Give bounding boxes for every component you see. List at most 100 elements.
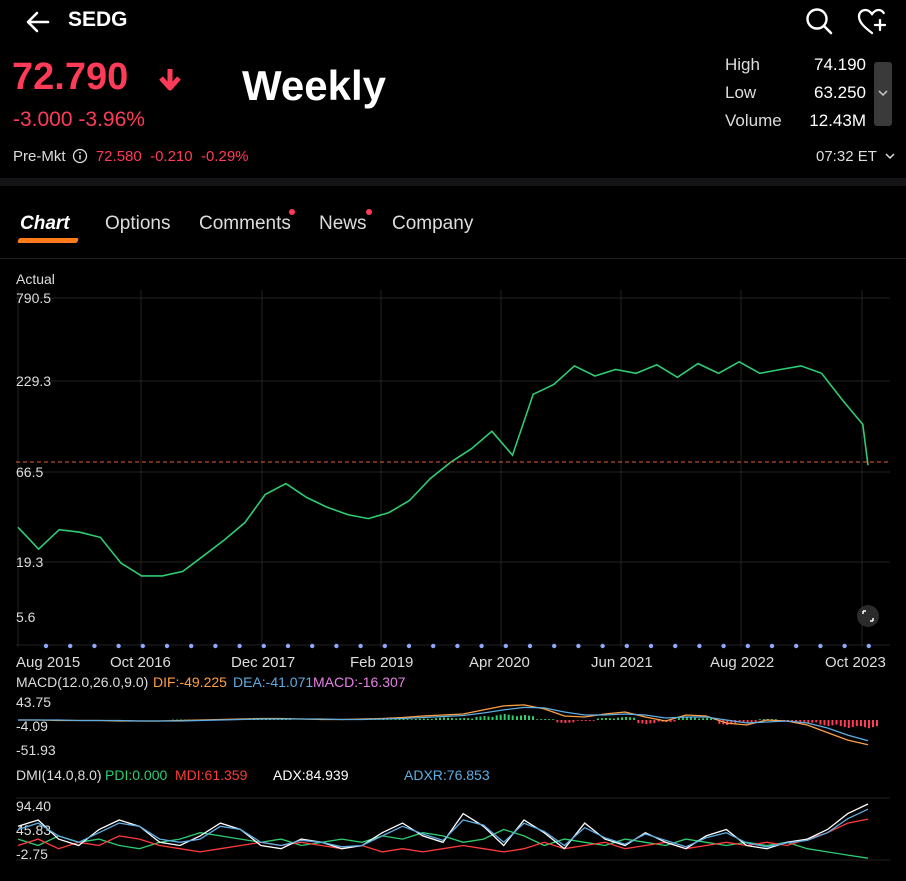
- macd-bar: [803, 720, 806, 723]
- event-marker-dot: [818, 643, 823, 649]
- macd-bar: [855, 720, 858, 727]
- macd-bar: [418, 718, 421, 720]
- pdi-line: [17, 828, 869, 859]
- event-marker-dot: [213, 643, 218, 649]
- premarket-row: Pre-Mkt 72.580 -0.210 -0.29%: [13, 148, 249, 165]
- macd-bar: [657, 720, 660, 722]
- macd-title: MACD(12.0,26.0,9.0): [16, 674, 148, 690]
- tab-separator: [0, 258, 906, 259]
- macd-bar: [819, 720, 822, 725]
- macd-bar: [876, 720, 878, 727]
- tab-company[interactable]: Company: [392, 213, 474, 234]
- macd-bar: [495, 715, 498, 720]
- tab-options[interactable]: Options: [105, 213, 171, 234]
- macd-bar: [625, 717, 628, 720]
- event-marker-dot: [600, 643, 605, 649]
- back-arrow-icon[interactable]: [22, 6, 54, 38]
- comments-notification-dot: [289, 209, 295, 215]
- macd-bar: [564, 720, 567, 723]
- dif-line: [18, 704, 869, 746]
- x-tick-label: Aug 2015: [16, 654, 80, 671]
- quote-time[interactable]: 07:32 ET: [816, 148, 896, 165]
- event-marker-dot: [68, 643, 73, 649]
- price-down-arrow-icon: [159, 69, 181, 91]
- macd-bar: [762, 719, 765, 720]
- macd-bar: [645, 720, 648, 724]
- macd-bar: [467, 718, 470, 720]
- adx-line: [17, 803, 869, 850]
- search-icon[interactable]: [804, 6, 834, 36]
- macd-bar: [426, 718, 429, 720]
- macd-bar: [754, 720, 757, 723]
- stats-expand-button[interactable]: [874, 62, 892, 126]
- macd-y-tick-label: -4.09: [16, 718, 48, 734]
- macd-bar: [568, 720, 571, 723]
- y-tick-label: 19.3: [16, 554, 43, 570]
- macd-bar: [851, 720, 854, 728]
- macd-bar: [430, 718, 433, 720]
- macd-bar: [827, 720, 830, 726]
- news-notification-dot: [366, 209, 372, 215]
- macd-bar: [612, 718, 615, 720]
- macd-bar: [560, 720, 563, 723]
- macd-bar: [394, 719, 397, 720]
- macd-bar: [823, 720, 826, 726]
- tab-bar: Chart Options Comments News Company: [0, 205, 906, 245]
- macd-bar: [471, 718, 474, 720]
- event-marker-dot: [43, 643, 49, 649]
- macd-bar: [540, 719, 543, 720]
- macd-bar: [860, 720, 862, 727]
- event-marker-dot: [455, 643, 460, 649]
- macd-bar: [507, 714, 510, 720]
- tab-comments[interactable]: Comments: [199, 213, 291, 234]
- macd-bar: [179, 719, 182, 720]
- macd-bar: [499, 714, 502, 720]
- macd-bar: [706, 718, 709, 720]
- info-icon[interactable]: [72, 148, 88, 164]
- macd-bar: [528, 715, 530, 720]
- tab-news[interactable]: News: [319, 213, 367, 234]
- volume-value: 12.43M: [809, 111, 866, 130]
- event-marker-dot: [164, 643, 170, 649]
- macd-bar: [653, 720, 656, 724]
- macd-bar: [799, 720, 802, 723]
- event-marker-dot: [769, 643, 775, 649]
- event-marker-dot: [697, 643, 702, 649]
- macd-bar: [746, 720, 749, 723]
- macd-bar: [491, 716, 494, 720]
- low-label: Low: [725, 83, 757, 102]
- event-marker-dot: [673, 643, 678, 649]
- y-tick-label: 790.5: [16, 290, 51, 306]
- macd-bar: [439, 717, 441, 720]
- macd-bar: [641, 720, 644, 724]
- event-marker-dot: [189, 643, 194, 649]
- dmi-y-tick-label: 94.40: [16, 798, 51, 814]
- macd-bar: [516, 716, 518, 720]
- macd-bar: [702, 718, 705, 720]
- macd-bar: [698, 718, 701, 720]
- macd-bar: [617, 717, 620, 720]
- macd-bar: [693, 717, 696, 720]
- macd-bar: [621, 717, 624, 720]
- event-marker-dot: [842, 643, 847, 649]
- x-tick-label: Feb 2019: [350, 654, 413, 671]
- y-axis-title: Actual: [16, 271, 55, 287]
- macd-bar: [835, 720, 838, 725]
- event-marker-dot: [866, 643, 871, 649]
- macd-bar: [463, 718, 466, 720]
- macd-bar: [677, 717, 680, 720]
- premarket-label: Pre-Mkt: [13, 148, 66, 165]
- low-value: 63.250: [814, 83, 866, 102]
- macd-bar: [479, 716, 482, 720]
- macd-bar: [402, 719, 405, 720]
- macd-bar: [608, 718, 611, 720]
- dmi-legend-0: PDI:0.000: [105, 767, 167, 783]
- tab-chart[interactable]: Chart: [20, 213, 70, 234]
- macd-bar: [455, 718, 458, 720]
- macd-bar: [774, 719, 777, 720]
- chart-area[interactable]: Actual 790.5 229.3 66.5 19.3 5.6 Aug 2015 Oct 2…: [0, 262, 906, 881]
- macd-bar: [584, 720, 587, 721]
- add-to-watchlist-icon[interactable]: [856, 6, 888, 38]
- dmi-y-tick-label: -2.75: [16, 846, 48, 862]
- macd-bar: [637, 720, 640, 724]
